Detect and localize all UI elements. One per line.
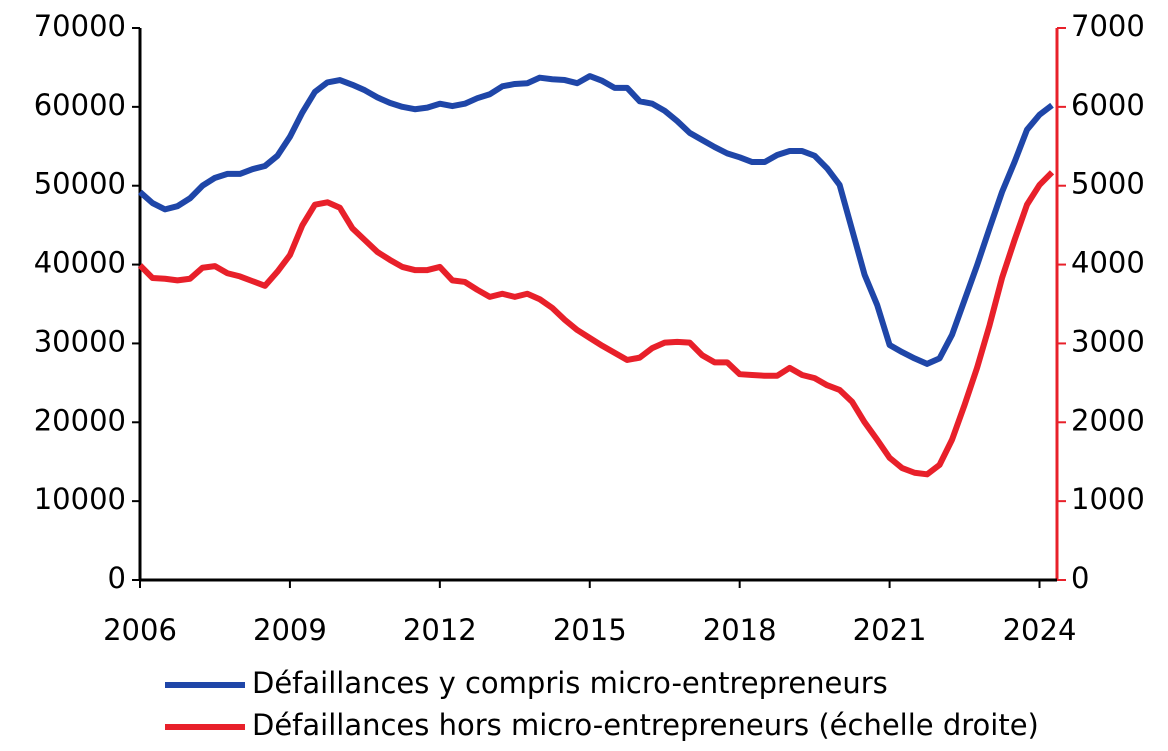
x-tick-label: 2018	[703, 613, 777, 647]
x-tick-label: 2015	[553, 613, 627, 647]
y2-tick-label: 4000	[1071, 246, 1145, 280]
y-tick-label: 60000	[34, 88, 126, 122]
legend-label: Défaillances y compris micro-entrepreneu…	[252, 666, 888, 700]
y2-tick-label: 3000	[1071, 324, 1145, 358]
y2-tick-label: 7000	[1071, 9, 1145, 43]
y-tick-label: 10000	[34, 482, 126, 516]
x-tick-label: 2009	[253, 613, 327, 647]
y-tick-label: 50000	[34, 167, 126, 201]
y-tick-label: 0	[108, 561, 126, 595]
legend-label: Défaillances hors micro-entrepreneurs (é…	[252, 708, 1039, 742]
y-tick-label: 70000	[34, 9, 126, 43]
x-tick-label: 2024	[1003, 613, 1077, 647]
y-tick-label: 40000	[34, 246, 126, 280]
y-tick-label: 20000	[34, 403, 126, 437]
y2-tick-label: 1000	[1071, 482, 1145, 516]
y2-tick-label: 0	[1071, 561, 1089, 595]
y2-tick-label: 5000	[1071, 167, 1145, 201]
series-line	[138, 73, 1054, 367]
y2-tick-label: 2000	[1071, 403, 1145, 437]
y2-tick-label: 6000	[1071, 88, 1145, 122]
x-tick-label: 2012	[403, 613, 477, 647]
x-tick-label: 2006	[103, 613, 177, 647]
x-tick-label: 2021	[853, 613, 927, 647]
series-line	[137, 170, 1055, 478]
y-tick-label: 30000	[34, 324, 126, 358]
